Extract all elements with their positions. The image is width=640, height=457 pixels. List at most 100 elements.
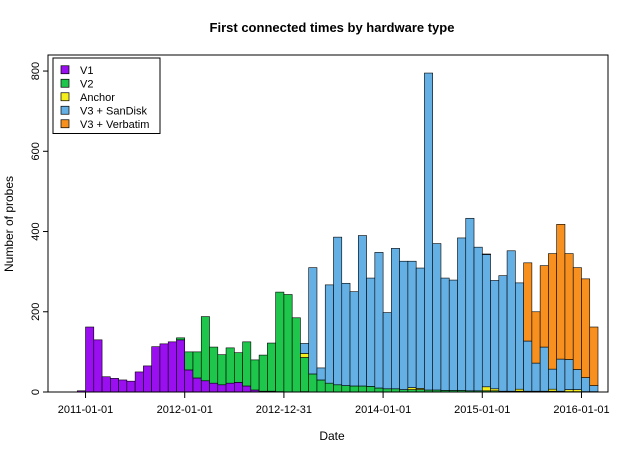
bar-v3-sandisk-61 [572,369,582,390]
bar-v1-18 [217,384,227,393]
bar-v3-verbatim-60 [564,253,574,360]
bar-v3-verbatim-63 [589,326,599,386]
bar-v3-sandisk-40 [399,260,409,390]
bar-v2-20 [234,352,243,383]
bar-v3-sandisk-33 [341,282,351,386]
bar-v1-5 [110,378,119,393]
legend-box [52,57,161,134]
bar-v1-14 [184,369,194,393]
bar-v3-sandisk-49 [473,246,483,392]
x-tick-label: 2014-01-01 [355,404,411,416]
bar-v1-20 [234,382,243,393]
bar-v3-sandisk-55 [523,340,533,392]
bar-v2-27 [291,317,301,393]
bar-v1-12 [167,341,177,393]
bar-v2-19 [225,347,235,384]
bar-v3-sandisk-28 [300,343,310,354]
bar-v3-sandisk-41 [407,260,417,388]
bar-v3-sandisk-48 [465,217,475,392]
bar-v2-22 [250,359,260,391]
bars-layer [76,72,599,393]
bar-v1-15 [192,377,202,393]
bar-v3-sandisk-53 [506,250,516,392]
bar-v3-verbatim-58 [548,253,557,370]
bar-v1-7 [126,380,136,393]
bar-v3-sandisk-44 [432,243,442,391]
bar-v3-sandisk-42 [415,267,425,389]
bar-v3-verbatim-62 [581,278,591,378]
bar-v3-verbatim-55 [523,262,533,342]
bar-v1-8 [134,371,144,393]
bar-v3-sandisk-43 [424,72,433,391]
bar-anchor-41 [407,387,417,390]
x-tick-label: 2012-01-01 [157,404,213,416]
bar-anchor-58 [548,388,557,392]
bar-v3-sandisk-46 [448,279,458,391]
x-axis-label: Date [319,429,345,443]
bar-v3-sandisk-31 [324,284,334,384]
bar-v3-verbatim-61 [572,267,582,370]
bar-v2-35 [357,385,367,393]
legend-label: V3 + SanDisk [80,105,147,117]
bar-v2-36 [366,386,376,393]
bar-v3-sandisk-39 [391,248,400,390]
bar-v3-sandisk-57 [539,346,549,392]
y-tick-label: 400 [30,222,42,240]
y-tick-label: 0 [30,389,42,395]
bar-v2-16 [200,316,210,382]
legend-swatch [60,92,70,102]
legend-swatch [60,119,70,129]
bar-v1-19 [225,382,235,393]
bar-v2-17 [209,346,219,384]
legend-label: V1 [80,65,93,77]
legend-label: V3 + Verbatim [80,119,149,131]
x-tick-label: 2012-12-31 [256,404,312,416]
bar-anchor-61 [572,389,582,392]
bar-anchor-50 [481,386,491,392]
bar-v3-sandisk-52 [498,275,508,392]
bar-v1-13 [176,339,186,393]
bar-v3-sandisk-54 [515,282,524,390]
bar-v3-sandisk-38 [382,312,392,390]
bar-v2-24 [267,342,276,392]
bar-v1-6 [118,379,128,393]
bar-v1-11 [159,343,169,393]
x-tick-label: 2015-01-01 [454,404,510,416]
bar-v3-sandisk-60 [564,359,574,390]
legend-swatch [60,65,70,75]
bar-v3-sandisk-29 [308,267,318,375]
bar-anchor-60 [564,389,574,392]
bar-v2-34 [349,385,359,393]
bar-v3-sandisk-50 [481,254,491,388]
bar-v1-21 [242,385,252,393]
bar-v1-2 [85,326,95,393]
bar-v2-28 [300,357,310,392]
x-tick-label: 2016-01-01 [553,404,609,416]
bar-v2-31 [324,382,334,393]
bar-v3-sandisk-47 [457,237,467,391]
bar-v2-29 [308,373,318,393]
bar-v2-18 [217,354,227,386]
legend-swatch [60,78,70,88]
bar-v3-sandisk-37 [374,252,384,389]
x-tick-label: 2011-01-01 [58,404,113,416]
y-tick-label: 600 [30,142,42,160]
bar-v2-13 [176,337,186,341]
y-axis-label: Number of probes [2,176,16,272]
bar-v3-verbatim-59 [556,224,566,360]
x-axis: 2011-01-01 2012-01-01 2012-12-31 2014-01-01… [58,391,610,416]
bar-v2-32 [333,384,343,393]
bar-v3-sandisk-45 [440,277,450,391]
bar-v3-sandisk-58 [548,368,557,390]
bar-v2-33 [341,385,351,393]
bar-v1-10 [151,346,161,393]
bar-v1-9 [143,365,152,393]
bar-v3-verbatim-57 [539,265,549,348]
bar-anchor-28 [300,353,310,358]
bar-v3-sandisk-51 [490,280,500,390]
bar-v2-15 [192,351,202,379]
chart-title: First connected times by hardware type [210,20,455,35]
bar-v3-sandisk-32 [333,236,343,386]
legend-label: V2 [80,78,93,90]
